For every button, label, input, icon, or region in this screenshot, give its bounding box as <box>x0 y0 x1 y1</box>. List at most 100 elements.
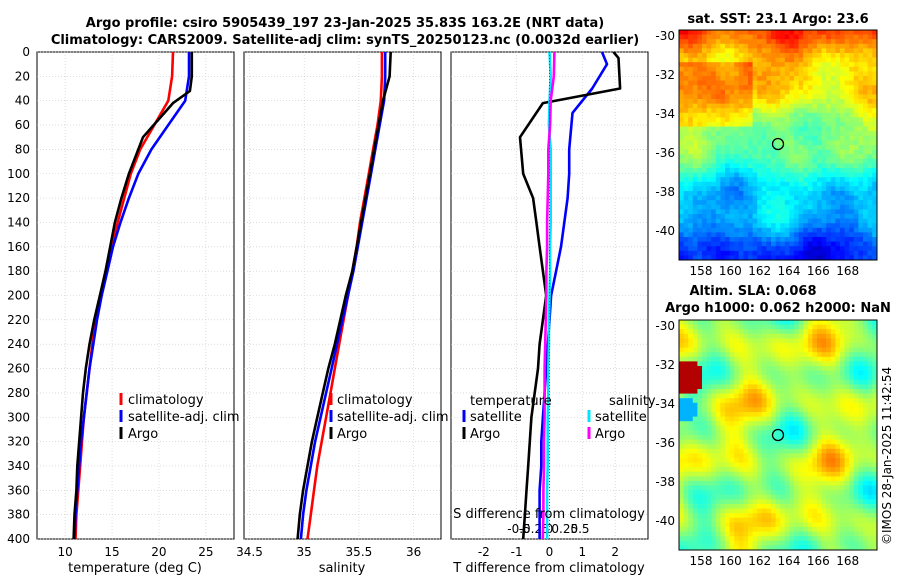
sla-map-cell <box>803 320 808 325</box>
sst-map-cell <box>822 81 827 86</box>
sla-map-cell <box>707 375 712 380</box>
sla-map-cell <box>858 453 863 458</box>
sst-map-cell <box>771 159 776 164</box>
sla-map-cell <box>840 458 845 463</box>
sla-map-cell <box>720 518 725 523</box>
sst-map-cell <box>730 228 735 233</box>
sst-map-cell <box>845 117 850 122</box>
sla-map-cell <box>840 430 845 435</box>
title-line2: Climatology: CARS2009. Satellite-adj cli… <box>51 33 639 48</box>
sst-map-cell <box>858 173 863 178</box>
sst-map-cell <box>776 219 781 224</box>
sla-map-cell <box>693 366 698 371</box>
sla-map-cell <box>858 490 863 495</box>
sst-map-cell <box>688 71 693 76</box>
sst-map-cell <box>688 67 693 72</box>
sla-map-cell <box>872 522 877 527</box>
sla-map-cell <box>868 509 873 514</box>
sla-map-cell <box>845 343 850 348</box>
sla-map-cell <box>730 421 735 426</box>
sla-map-cell <box>780 499 785 504</box>
sst-map-cell <box>789 159 794 164</box>
sla-map-cell <box>858 366 863 371</box>
sst-map-cell <box>849 48 854 53</box>
sst-map-cell <box>679 232 684 237</box>
sla-map-cell <box>789 449 794 454</box>
sst-map-cell <box>799 237 804 242</box>
sst-map-cell <box>730 44 735 49</box>
sla-map-cell <box>794 463 799 468</box>
sst-map-cell <box>720 228 725 233</box>
sst-map-cell <box>762 177 767 182</box>
sla-map-cell <box>808 357 813 362</box>
sst-map-cell <box>776 163 781 168</box>
sst-map-cell <box>707 214 712 219</box>
sst-map-cell <box>789 196 794 201</box>
sla-map-cell <box>762 541 767 546</box>
depth-tick-label: 60 <box>15 118 30 132</box>
sst-map-cell <box>739 44 744 49</box>
sst-map-cell <box>766 200 771 205</box>
sla-map-cell <box>711 522 716 527</box>
sla-map-cell <box>872 348 877 353</box>
sst-map-cell <box>679 196 684 201</box>
sla-map-cell <box>831 495 836 500</box>
sla-map-cell <box>684 348 689 353</box>
sst-map-cell <box>789 186 794 191</box>
sla-map-cell <box>872 518 877 523</box>
latitude-tick-label: -40 <box>655 224 675 238</box>
sla-map-cell <box>808 329 813 334</box>
sla-map-cell <box>716 444 721 449</box>
sst-map-cell <box>693 163 698 168</box>
sst-map-cell <box>872 71 877 76</box>
sst-map-cell <box>854 191 859 196</box>
sla-map-cell <box>757 334 762 339</box>
sst-map-cell <box>707 30 712 35</box>
sst-map-cell <box>863 122 868 127</box>
sla-map-cell <box>789 467 794 472</box>
sst-map-cell <box>693 136 698 141</box>
sst-map-cell <box>822 154 827 159</box>
sst-map-cell <box>697 182 702 187</box>
sla-map-cell <box>863 467 868 472</box>
sst-map-cell <box>854 196 859 201</box>
sla-map-cell <box>734 329 739 334</box>
sla-map-cell <box>757 522 762 527</box>
sla-map-cell <box>771 320 776 325</box>
sla-map-cell <box>858 357 863 362</box>
sst-map-cell <box>794 81 799 86</box>
sla-map-cell <box>776 394 781 399</box>
sla-map-cell <box>831 394 836 399</box>
sst-map-cell <box>794 237 799 242</box>
sla-map-cell <box>734 476 739 481</box>
sla-map-cell <box>693 320 698 325</box>
sla-map-cell <box>849 352 854 357</box>
sla-map-cell <box>831 527 836 532</box>
sla-map-cell <box>780 513 785 518</box>
sla-map-cell <box>785 366 790 371</box>
sla-map-cell <box>753 444 758 449</box>
sst-map-cell <box>799 145 804 150</box>
sst-map-cell <box>868 232 873 237</box>
sst-map-cell <box>863 81 868 86</box>
sst-map-cell <box>725 136 730 141</box>
sst-map-cell <box>711 113 716 118</box>
sst-map-cell <box>854 53 859 58</box>
sla-map-cell <box>697 499 702 504</box>
sla-map-cell <box>684 361 689 366</box>
sst-map-cell <box>743 228 748 233</box>
sla-map-cell <box>849 325 854 330</box>
sst-map-cell <box>840 122 845 127</box>
sla-map-cell <box>868 481 873 486</box>
sla-map-cell <box>730 366 735 371</box>
sla-map-cell <box>684 458 689 463</box>
sst-map-cell <box>872 113 877 118</box>
sla-map-cell <box>739 426 744 431</box>
sla-map-cell <box>872 486 877 491</box>
sla-map-cell <box>688 375 693 380</box>
sst-map-cell <box>730 173 735 178</box>
sla-map-cell <box>702 495 707 500</box>
sst-map-cell <box>849 30 854 35</box>
sla-map-cell <box>693 509 698 514</box>
sla-map-cell <box>817 426 822 431</box>
